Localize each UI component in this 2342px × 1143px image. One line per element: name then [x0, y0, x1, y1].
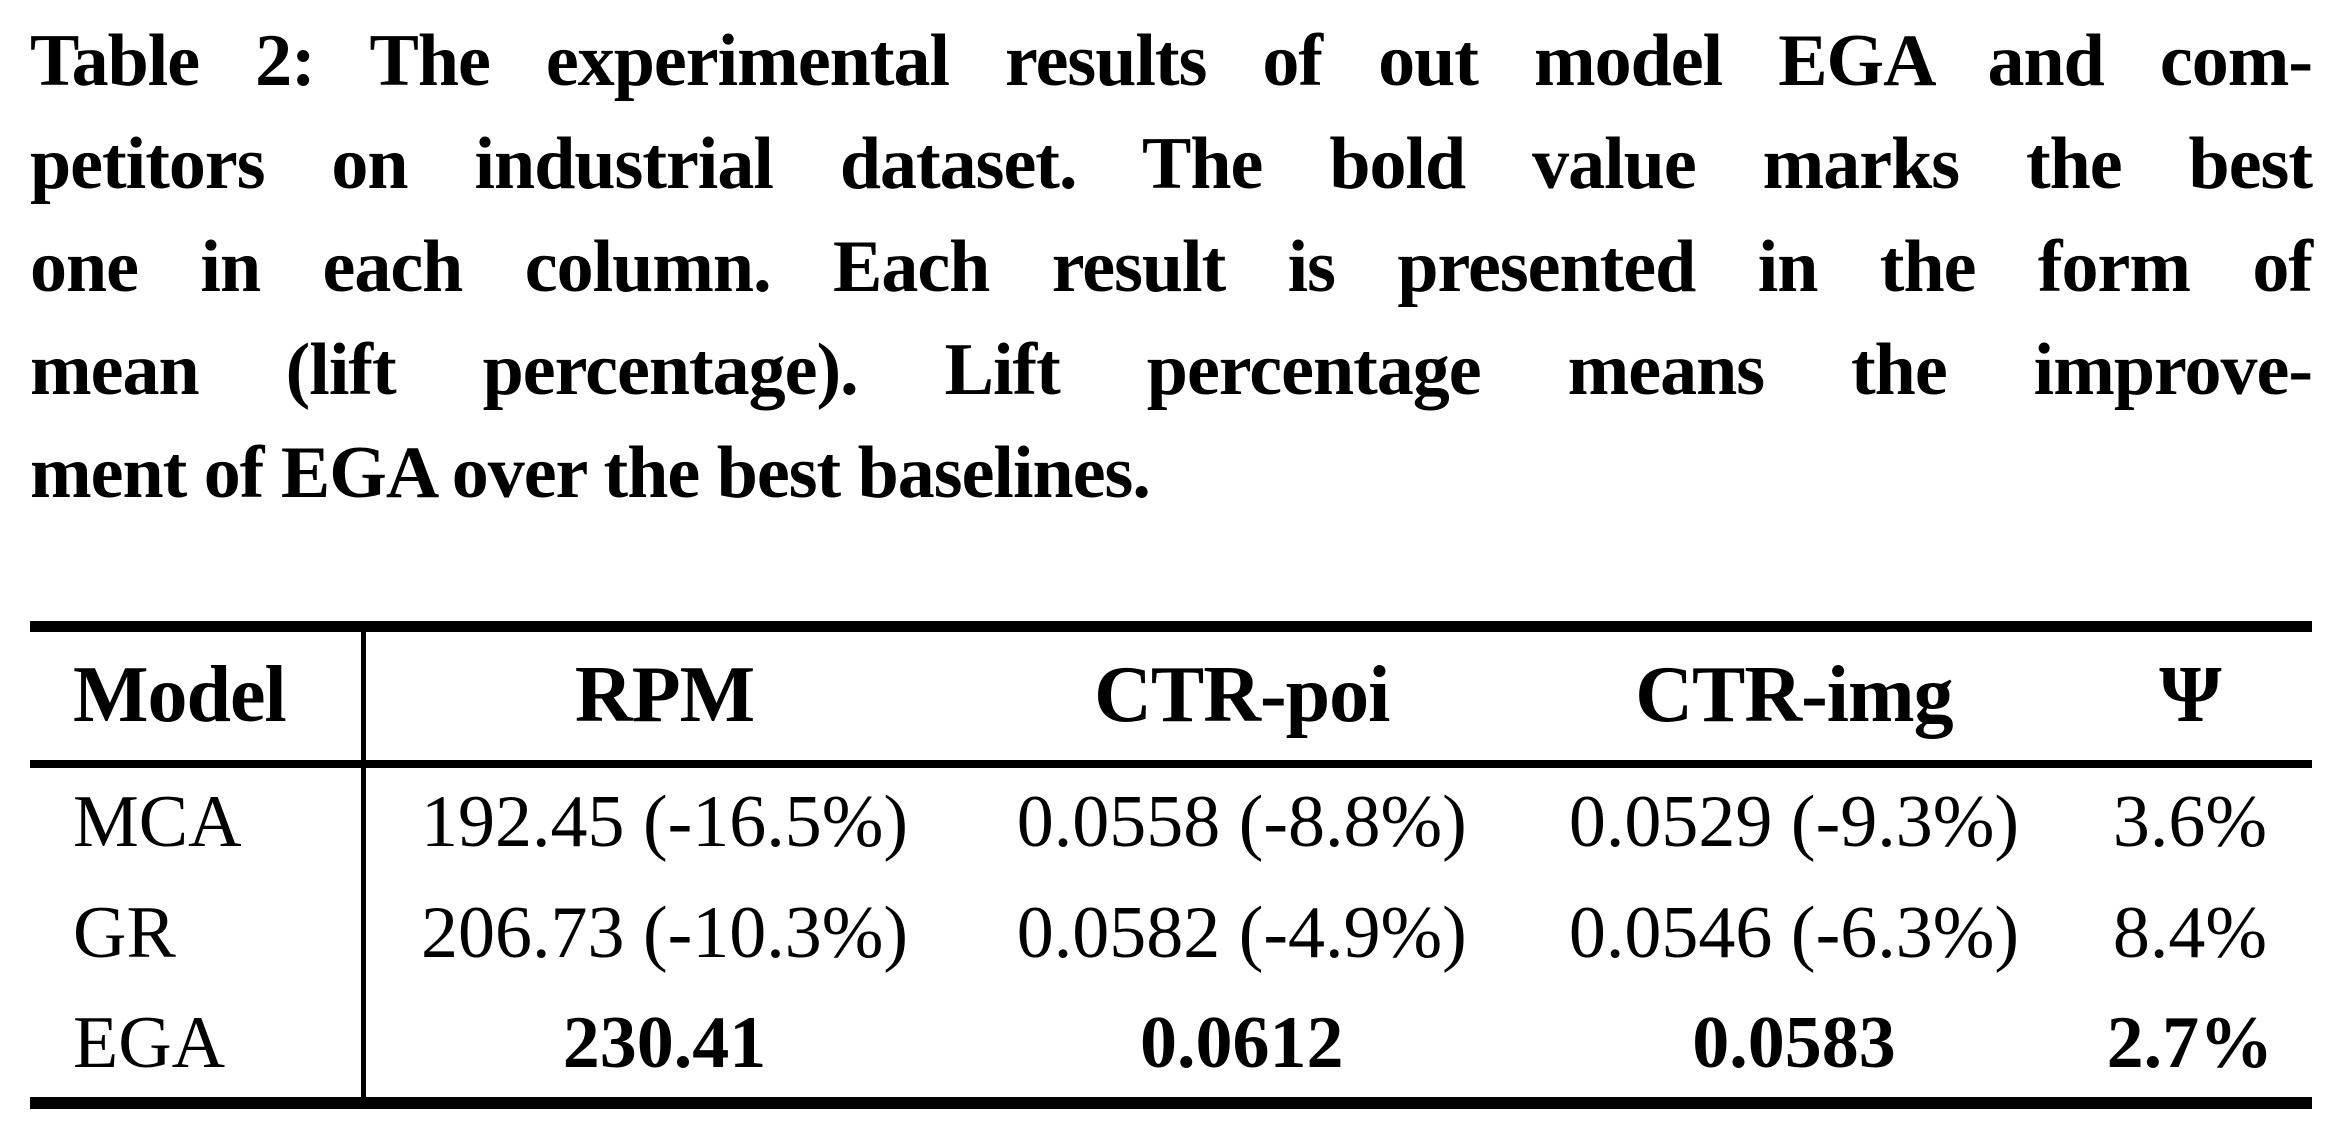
- cell-model: GR: [30, 876, 366, 990]
- cell-rpm: 230.41: [562, 1001, 767, 1084]
- caption-line: mean (lift percentage). Lift percentage …: [30, 329, 2313, 411]
- cell-psi: 8.4%: [2112, 891, 2267, 974]
- cell-rpm: 192.45 (-16.5%): [420, 780, 909, 863]
- column-header-psi: Ψ: [2067, 626, 2312, 768]
- table-caption: Table 2: The experimental results of out…: [30, 10, 2313, 525]
- caption-line: petitors on industrial dataset. The bold…: [30, 123, 2313, 205]
- paper-page: Table 2: The experimental results of out…: [30, 10, 2313, 1109]
- column-header-ctr-img: CTR-img: [1520, 626, 2068, 768]
- cell-psi: 3.6%: [2112, 780, 2267, 863]
- caption-line: Table 2: The experimental results of out…: [30, 20, 2313, 102]
- cell-ctr-img: 0.0546 (-6.3%): [1568, 891, 2019, 974]
- caption-line: ment of EGA over the best baselines.: [30, 432, 1151, 514]
- column-header-ctr-poi: CTR-poi: [963, 626, 1521, 768]
- column-header-rpm: RPM: [363, 626, 964, 768]
- caption-line: one in each column. Each result is prese…: [30, 226, 2313, 308]
- table-row-ega: EGA 230.41 0.0612 0.0583 2.7%: [30, 989, 2312, 1103]
- cell-ctr-img: 0.0529 (-9.3%): [1568, 780, 2019, 863]
- cell-ctr-img: 0.0583: [1692, 1001, 1896, 1084]
- results-table: Model RPM CTR-poi CTR-img Ψ MCA 192.45 (…: [30, 621, 2312, 1109]
- header-row: Model RPM CTR-poi CTR-img Ψ: [30, 626, 2312, 768]
- cell-ctr-poi: 0.0558 (-8.8%): [1016, 780, 1467, 863]
- table-row-gr: GR 206.73 (-10.3%) 0.0582 (-4.9%) 0.0546…: [30, 876, 2312, 990]
- cell-ctr-poi: 0.0582 (-4.9%): [1016, 891, 1467, 974]
- table-row-mca: MCA 192.45 (-16.5%) 0.0558 (-8.8%) 0.052…: [30, 763, 2312, 877]
- cell-rpm: 206.73 (-10.3%): [420, 891, 909, 974]
- cell-model: EGA: [30, 989, 366, 1103]
- cell-ctr-poi: 0.0612: [1139, 1001, 1344, 1084]
- column-header-model: Model: [30, 626, 366, 768]
- cell-model: MCA: [30, 763, 366, 877]
- cell-psi: 2.7%: [2106, 1001, 2274, 1084]
